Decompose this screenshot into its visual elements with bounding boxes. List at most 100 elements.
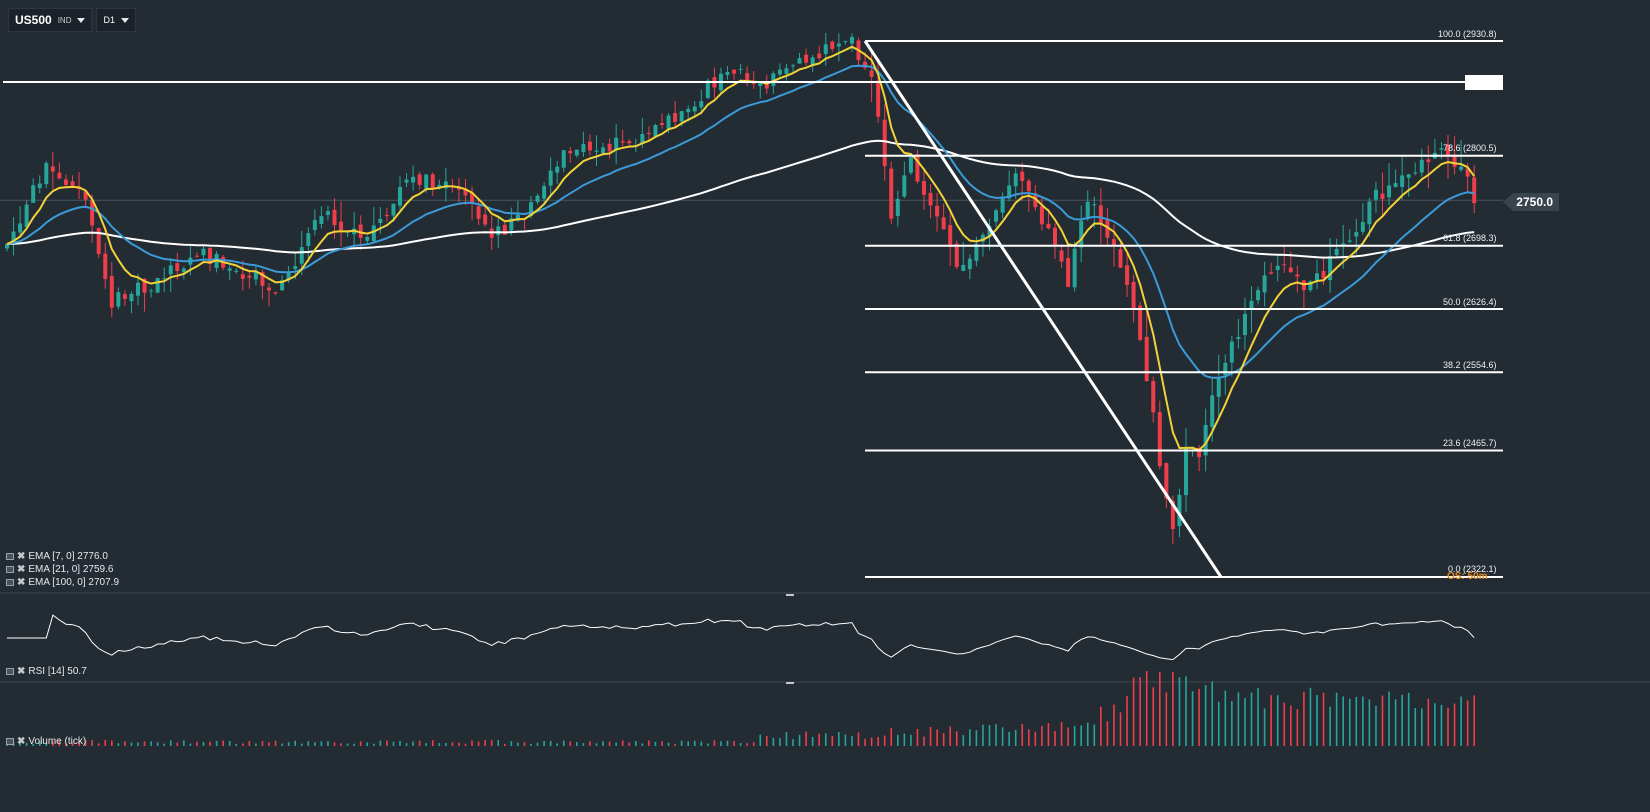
legend-ema21[interactable]: ✖ EMA [21, 0] 2759.6 <box>6 564 113 575</box>
volume-bar <box>1185 676 1187 746</box>
candle <box>607 138 612 159</box>
volume-bar <box>137 742 139 746</box>
settings-icon[interactable] <box>6 668 14 675</box>
volume-bar <box>1047 723 1050 746</box>
volume-bar <box>261 741 264 746</box>
close-icon[interactable]: ✖ <box>17 576 26 588</box>
candle-body <box>1184 447 1188 496</box>
chevron-down-icon[interactable] <box>121 17 129 23</box>
candle-body <box>470 192 475 203</box>
candle-body <box>1380 193 1385 200</box>
candle-body <box>994 210 999 222</box>
volume-bar <box>1453 703 1456 746</box>
close-icon[interactable]: ✖ <box>17 735 26 747</box>
candle-body <box>424 174 429 189</box>
volume-bar <box>78 740 80 746</box>
volume-bar <box>864 738 866 746</box>
candle-body <box>1321 270 1326 279</box>
candle-body <box>928 192 933 206</box>
volume-bar <box>772 737 775 746</box>
fib-label-50: 50.0 (2626.4) <box>1443 297 1497 307</box>
volume-bar <box>818 733 820 746</box>
candle <box>1256 286 1261 305</box>
candle-body <box>267 287 271 291</box>
volume-bar <box>386 740 388 746</box>
volume-bar <box>1421 708 1423 746</box>
settings-icon[interactable] <box>6 738 14 745</box>
candle-body <box>136 282 140 296</box>
candle-body <box>1275 265 1280 271</box>
horizontal-line-label-box[interactable] <box>1465 75 1503 90</box>
volume-bar <box>451 742 454 746</box>
candle <box>1157 400 1162 470</box>
settings-icon[interactable] <box>6 553 14 560</box>
candle-body <box>529 202 533 216</box>
candle <box>568 147 573 163</box>
candle-body <box>44 163 49 185</box>
candle-body <box>745 73 750 83</box>
candle-body <box>764 82 769 89</box>
candle-body <box>895 198 900 216</box>
candle-body <box>129 293 134 302</box>
candle-body <box>1033 193 1038 208</box>
close-icon[interactable]: ✖ <box>17 550 26 562</box>
candle <box>384 207 389 222</box>
settings-icon[interactable] <box>6 566 14 573</box>
candle-body <box>31 185 36 203</box>
volume-bar <box>431 740 434 746</box>
close-icon[interactable]: ✖ <box>17 563 26 575</box>
pane-resize-handle[interactable] <box>786 682 794 684</box>
candle-body <box>601 147 606 154</box>
volume-bar <box>1270 695 1272 746</box>
candle-body <box>967 258 972 270</box>
symbol-selector[interactable]: US500 IND <box>8 8 93 32</box>
volume-bar <box>877 736 879 746</box>
candle <box>587 134 592 156</box>
volume-bar <box>1041 725 1043 746</box>
symbol-type: IND <box>57 15 72 25</box>
candle <box>810 54 815 72</box>
chevron-down-icon[interactable] <box>77 17 86 23</box>
volume-bar <box>1060 722 1063 746</box>
close-icon[interactable]: ✖ <box>17 665 26 677</box>
volume-bar <box>1381 695 1384 746</box>
volume-bar <box>654 741 657 746</box>
fib-label-38-2: 38.2 (2554.6) <box>1443 360 1497 370</box>
legend-rsi[interactable]: ✖ RSI [14] 50.7 <box>6 666 87 677</box>
candle-body <box>1177 494 1182 527</box>
candle-body <box>1334 248 1339 256</box>
volume-bar <box>536 742 539 746</box>
volume-bar <box>294 740 296 746</box>
volume-bar <box>1139 677 1141 746</box>
candle-body <box>1393 183 1398 187</box>
grid-layer <box>0 199 1650 683</box>
volume-bar <box>1407 692 1410 746</box>
candle-body <box>692 106 697 112</box>
legend-ema100[interactable]: ✖ EMA [100, 0] 2707.9 <box>6 577 119 588</box>
volume-bar <box>320 741 323 746</box>
volume-bar <box>759 734 762 746</box>
candle <box>280 275 285 291</box>
candle-body <box>260 272 265 286</box>
volume-bar <box>523 742 526 746</box>
rsi-line <box>7 614 1475 661</box>
candle <box>908 156 913 176</box>
legend-volume[interactable]: ✖ Volume (tick) <box>6 736 86 747</box>
candle <box>1144 310 1149 382</box>
candle-body <box>869 70 874 77</box>
order-tag[interactable]: OS: 50m <box>1447 571 1488 582</box>
candle-body <box>142 278 147 293</box>
legend-ema7[interactable]: ✖ EMA [7, 0] 2776.0 <box>6 551 108 562</box>
settings-icon[interactable] <box>6 579 14 586</box>
candle <box>784 63 789 81</box>
timeframe-selector[interactable]: D1 <box>96 8 136 32</box>
pane-resize-handle[interactable] <box>786 594 794 596</box>
candle-body <box>358 224 363 238</box>
volume-bar <box>955 731 958 746</box>
volume-bar <box>890 728 893 746</box>
current-price-badge: 2750.0 <box>1503 193 1559 211</box>
candle <box>371 206 376 243</box>
candle-body <box>1465 168 1470 177</box>
candle-body <box>502 224 507 235</box>
